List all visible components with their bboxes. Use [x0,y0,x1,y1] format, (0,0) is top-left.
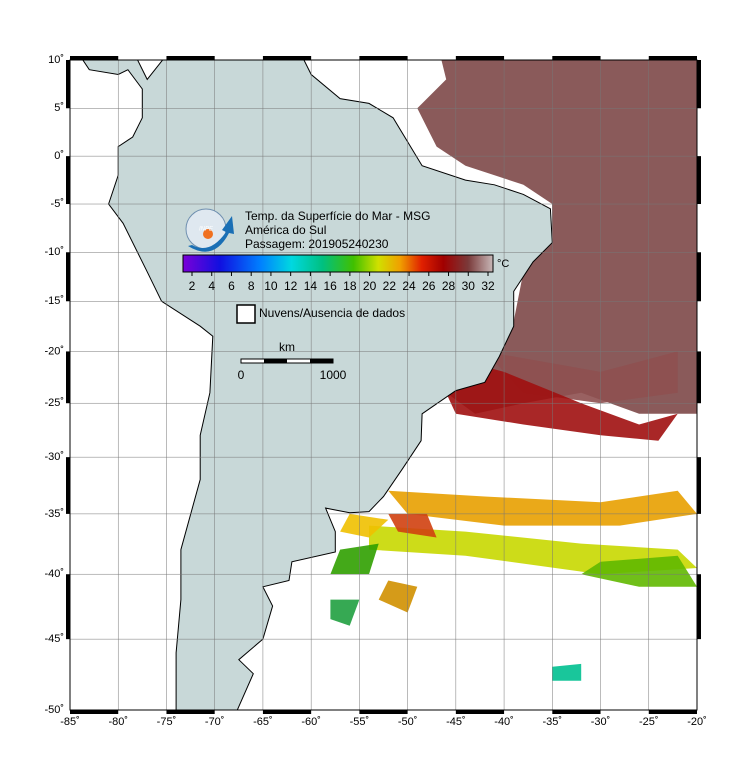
colorbar-tick-label: 6 [228,279,235,293]
frame-segment [697,457,701,514]
colorbar-tick-label: 22 [383,279,397,293]
logo-sun [203,229,213,239]
frame-segment [697,60,701,109]
lon-tick-label: -45˚ [446,716,466,728]
lon-tick-label: -55˚ [350,716,370,728]
colorbar-tick-label: 30 [462,279,476,293]
frame-segment [648,710,697,714]
lat-tick-label: -15˚ [44,295,64,307]
frame-segment [697,252,701,302]
frame-segment [455,56,505,60]
sst-patch [340,513,389,538]
colorbar-tick-label: 32 [481,279,495,293]
frame-segment [359,56,408,60]
lon-tick-label: -30˚ [591,716,611,728]
frame-segment [697,156,701,205]
frame-segment [262,710,312,714]
frame-segment [66,156,70,205]
lat-tick-label: -10˚ [44,246,64,258]
lon-tick-label: -40˚ [494,716,514,728]
lon-tick-label: -65˚ [253,716,273,728]
sst-patch [417,60,697,414]
colorbar-tick-label: 10 [264,279,278,293]
frame-segment [262,56,312,60]
colorbar [182,254,494,273]
legend-swatch [236,304,256,324]
frame-segment [66,351,70,404]
lon-tick-label: -85˚ [60,716,80,728]
frame-segment [66,252,70,302]
frame-segment [648,56,697,60]
colorbar-tick-label: 14 [304,279,318,293]
scale-bar-label: 0 [238,368,245,382]
lon-tick-label: -75˚ [157,716,177,728]
frame-segment [66,60,70,109]
colorbar-tick-label: 24 [402,279,416,293]
title-line: Passagem: 201905240230 [245,237,389,251]
lon-tick-label: -35˚ [543,716,563,728]
sst-patch [581,555,697,587]
lon-tick-label: -50˚ [398,716,418,728]
frame-segment [166,710,215,714]
colorbar-tick-label: 8 [248,279,255,293]
lon-tick-label: -80˚ [108,716,128,728]
frame-segment [552,710,601,714]
scale-bar: km 0 1000 [238,340,347,382]
logo: INPE [185,208,234,252]
lat-tick-label: -45˚ [44,633,64,645]
frame-segment [166,56,215,60]
frame-segment [70,56,119,60]
scale-bar-label: 1000 [320,368,347,382]
legend-label: Nuvens/Ausencia de dados [259,306,405,320]
sst-patch [388,513,437,538]
frame-segment [552,56,601,60]
lat-tick-label: -50˚ [44,704,64,716]
title-line: América do Sul [245,223,326,237]
lat-tick-label: -30˚ [44,451,64,463]
sst-patch [552,663,582,681]
lon-tick-label: -20˚ [687,716,707,728]
frame-segment [697,574,701,640]
colorbar-tick-label: 16 [323,279,337,293]
lon-tick-label: -25˚ [639,716,659,728]
colorbar-tick-label: 4 [208,279,215,293]
logo-arrow [188,216,234,252]
scale-bar-segment [310,359,333,363]
lon-tick-label: -60˚ [301,716,321,728]
lat-tick-label: -35˚ [44,508,64,520]
frame-segment [66,457,70,514]
scale-bar-segment [264,359,287,363]
frame-segment [359,710,408,714]
colorbar-unit: °C [497,258,509,270]
sst-patch [330,599,360,626]
lon-tick-label: -70˚ [205,716,225,728]
colorbar-tick-label: 2 [189,279,196,293]
logo-text: INPE [199,227,214,233]
colorbar-tick-label: 28 [442,279,456,293]
lat-tick-label: -25˚ [44,397,64,409]
colorbar-tick-label: 20 [363,279,377,293]
lat-tick-label: 5˚ [54,102,64,114]
colorbar-tick-label: 26 [422,279,436,293]
lat-tick-label: -40˚ [44,568,64,580]
scale-bar-unit: km [279,340,295,354]
frame-segment [66,574,70,640]
title-line: Temp. da Superfície do Mar - MSG [245,209,430,223]
map-frame [66,56,701,714]
frame-segment [697,351,701,404]
colorbar-tick-label: 18 [343,279,357,293]
lat-tick-label: -20˚ [44,345,64,357]
lat-tick-label: 0˚ [54,150,64,162]
frame-segment [70,710,119,714]
sst-patch [388,490,697,526]
lat-tick-label: 10˚ [48,54,64,66]
frame-segment [455,710,505,714]
colorbar-tick-label: 12 [284,279,298,293]
sst-patch [330,543,379,575]
colorbar-ticks: 2 4 6 8 10 12 14 16 18 20 22 24 26 28 30 32 [189,272,495,293]
lat-tick-label: -5˚ [51,198,64,210]
